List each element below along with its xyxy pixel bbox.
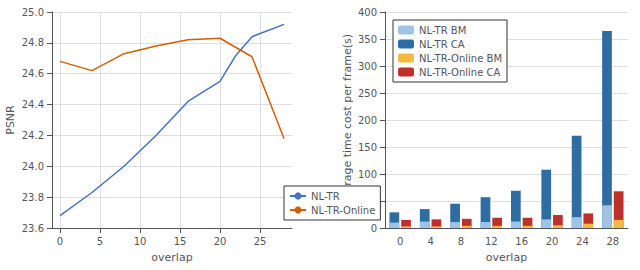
svg-text:350: 350 — [358, 34, 377, 45]
svg-text:0: 0 — [397, 236, 403, 247]
svg-text:24.4: 24.4 — [22, 99, 44, 110]
svg-text:100: 100 — [358, 169, 377, 180]
svg-text:NL-TR CA: NL-TR CA — [419, 39, 465, 50]
svg-text:NL-TR-Online BM: NL-TR-Online BM — [419, 53, 502, 64]
svg-text:8: 8 — [458, 236, 464, 247]
svg-text:250: 250 — [358, 88, 377, 99]
svg-text:200: 200 — [358, 115, 377, 126]
svg-text:150: 150 — [358, 142, 377, 153]
svg-text:24.8: 24.8 — [22, 37, 44, 48]
svg-text:NL-TR BM: NL-TR BM — [419, 25, 466, 36]
svg-text:NL-TR: NL-TR — [311, 191, 340, 202]
svg-text:25: 25 — [254, 236, 267, 247]
svg-text:28: 28 — [606, 236, 619, 247]
svg-text:0: 0 — [371, 223, 377, 234]
svg-text:20: 20 — [546, 236, 559, 247]
svg-text:NL-TR-Online: NL-TR-Online — [311, 205, 375, 216]
svg-text:4: 4 — [427, 236, 433, 247]
svg-text:Average time cost per frame(s): Average time cost per frame(s) — [341, 34, 354, 206]
svg-text:400: 400 — [358, 7, 377, 18]
svg-text:16: 16 — [515, 236, 528, 247]
svg-text:23.6: 23.6 — [22, 223, 44, 234]
svg-text:PSNR: PSNR — [4, 105, 17, 135]
svg-text:12: 12 — [485, 236, 498, 247]
svg-text:overlap: overlap — [151, 251, 192, 264]
svg-text:NL-TR-Online CA: NL-TR-Online CA — [419, 67, 501, 78]
svg-text:23.8: 23.8 — [22, 192, 44, 203]
svg-text:300: 300 — [358, 61, 377, 72]
svg-text:15: 15 — [174, 236, 187, 247]
svg-text:24.2: 24.2 — [22, 130, 44, 141]
svg-text:overlap: overlap — [486, 251, 527, 264]
svg-text:25.0: 25.0 — [22, 7, 44, 18]
svg-text:24.0: 24.0 — [22, 161, 44, 172]
svg-text:20: 20 — [214, 236, 227, 247]
svg-text:24: 24 — [576, 236, 589, 247]
svg-text:0: 0 — [57, 236, 63, 247]
svg-text:24.6: 24.6 — [22, 68, 44, 79]
svg-text:5: 5 — [97, 236, 103, 247]
svg-text:10: 10 — [134, 236, 147, 247]
